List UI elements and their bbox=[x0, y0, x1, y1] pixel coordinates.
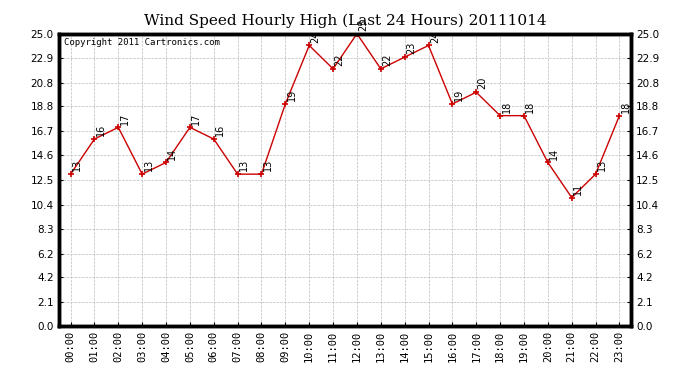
Text: 17: 17 bbox=[191, 112, 201, 125]
Text: 25: 25 bbox=[358, 18, 368, 31]
Text: 18: 18 bbox=[525, 100, 535, 113]
Text: 19: 19 bbox=[287, 89, 297, 101]
Text: 13: 13 bbox=[72, 159, 82, 171]
Text: 14: 14 bbox=[549, 147, 559, 160]
Text: 19: 19 bbox=[454, 89, 464, 101]
Text: 13: 13 bbox=[597, 159, 607, 171]
Text: Wind Speed Hourly High (Last 24 Hours) 20111014: Wind Speed Hourly High (Last 24 Hours) 2… bbox=[144, 13, 546, 27]
Text: 18: 18 bbox=[621, 100, 631, 113]
Text: 13: 13 bbox=[144, 159, 154, 171]
Text: 11: 11 bbox=[573, 183, 583, 195]
Text: 20: 20 bbox=[477, 77, 488, 90]
Text: 13: 13 bbox=[263, 159, 273, 171]
Text: 17: 17 bbox=[119, 112, 130, 125]
Text: 22: 22 bbox=[335, 54, 344, 66]
Text: 22: 22 bbox=[382, 54, 392, 66]
Text: 16: 16 bbox=[215, 124, 225, 136]
Text: 24: 24 bbox=[310, 30, 321, 43]
Text: Copyright 2011 Cartronics.com: Copyright 2011 Cartronics.com bbox=[64, 38, 220, 47]
Text: 18: 18 bbox=[502, 100, 511, 113]
Text: 16: 16 bbox=[96, 124, 106, 136]
Text: 24: 24 bbox=[430, 30, 440, 43]
Text: 13: 13 bbox=[239, 159, 249, 171]
Text: 14: 14 bbox=[168, 147, 177, 160]
Text: 23: 23 bbox=[406, 42, 416, 54]
